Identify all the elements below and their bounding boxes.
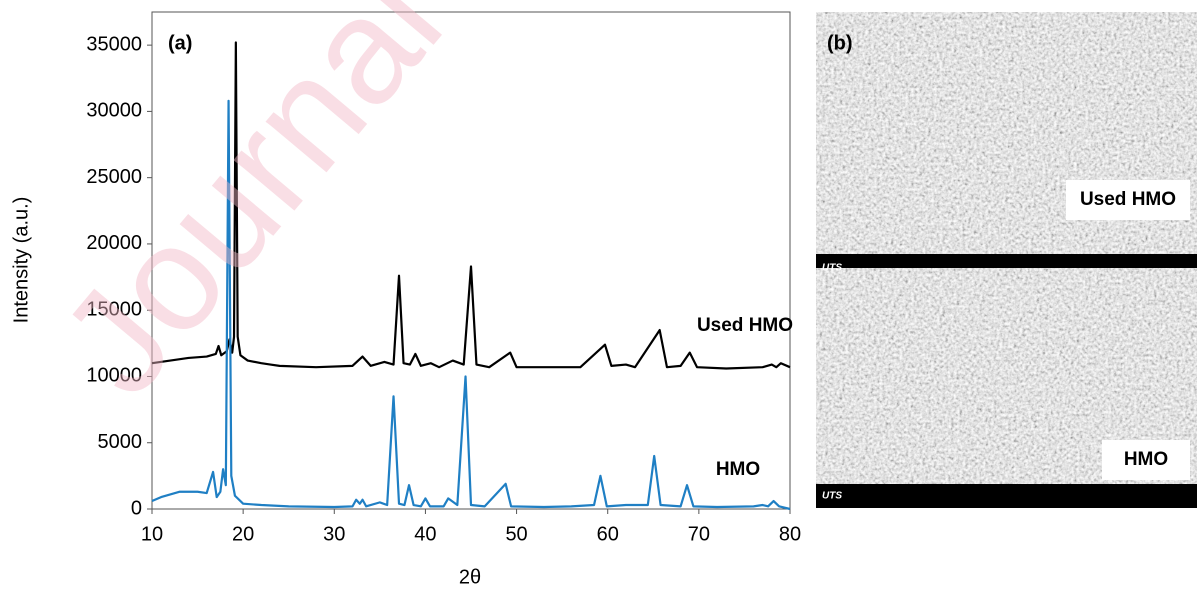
y-axis-label: Intensity (a.u.) — [10, 197, 32, 324]
panel-label: (a) — [168, 32, 192, 54]
x-tick-label: 30 — [323, 523, 345, 545]
y-tick-label: 10000 — [86, 365, 142, 387]
y-tick-label: 0 — [131, 497, 142, 519]
series-line — [151, 41, 791, 370]
y-tick-label: 20000 — [86, 232, 142, 254]
x-tick-label: 20 — [232, 523, 254, 545]
x-tick-label: 40 — [414, 523, 436, 545]
x-tick-label: 70 — [688, 523, 710, 545]
sem-footer — [816, 254, 1197, 268]
x-tick-label: 60 — [597, 523, 619, 545]
x-tick-label: 10 — [141, 523, 163, 545]
sem-footer-text: UTS — [822, 491, 842, 502]
sem-image — [816, 12, 1197, 258]
plot-frame — [151, 11, 791, 510]
x-tick-label: 80 — [779, 523, 801, 545]
series-line — [151, 99, 791, 511]
sem-label: HMO — [1124, 449, 1168, 470]
y-tick-label: 30000 — [86, 100, 142, 122]
y-tick-label: 5000 — [98, 431, 143, 453]
x-tick-label: 50 — [505, 523, 527, 545]
panel-label: (b) — [827, 32, 853, 54]
y-tick-label: 35000 — [86, 33, 142, 55]
series-label: HMO — [716, 459, 760, 480]
y-tick-label: 15000 — [86, 298, 142, 320]
sem-footer-text: UTS — [822, 263, 842, 274]
label-box — [1066, 180, 1190, 220]
series-label: Used HMO — [697, 315, 793, 336]
x-axis-label: 2θ — [459, 566, 481, 588]
sem-panel: UTS UTS Used HMO HMO (b) — [816, 12, 1197, 508]
sem-footer — [816, 484, 1197, 508]
label-box — [1102, 440, 1190, 480]
sem-label: Used HMO — [1080, 189, 1176, 210]
y-tick-label: 25000 — [86, 166, 142, 188]
